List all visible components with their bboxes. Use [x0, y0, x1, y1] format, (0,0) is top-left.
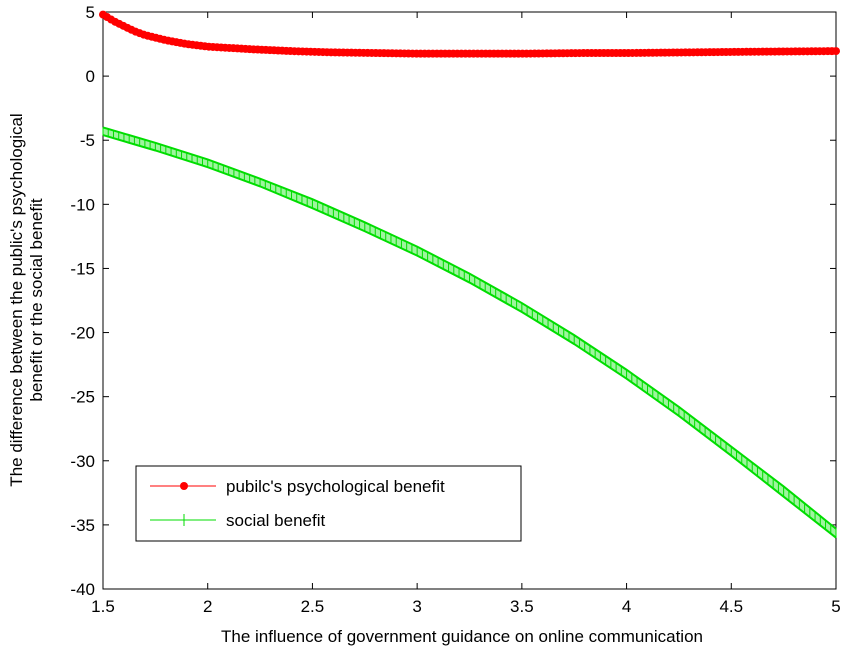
- x-tick-label: 5: [831, 597, 840, 616]
- y-axis-title: The difference between the public's psyc…: [7, 113, 46, 486]
- x-tick-labels: 1.5 2 2.5 3 3.5 4 4.5 5: [91, 597, 841, 616]
- y-tick-label: -25: [70, 388, 95, 407]
- y-tick-labels: 5 0 -5 -10 -15 -20 -25 -30 -35 -40: [70, 3, 95, 599]
- y-tick-label: -10: [70, 195, 95, 214]
- y-tick-label: -20: [70, 324, 95, 343]
- y-tick-label: -30: [70, 452, 95, 471]
- x-tick-label: 4: [622, 597, 631, 616]
- series-layer: [99, 10, 840, 539]
- y-tick-label: 0: [86, 67, 95, 86]
- x-tick-label: 2.5: [301, 597, 325, 616]
- x-tick-label: 2: [203, 597, 212, 616]
- y-tick-label: -35: [70, 516, 95, 535]
- y-axis-title-line-1: The difference between the public's psyc…: [7, 113, 26, 486]
- axis-ticks: [102, 11, 837, 590]
- y-tick-label: -40: [70, 580, 95, 599]
- x-tick-label: 3: [412, 597, 421, 616]
- legend-marker-public: [180, 482, 188, 490]
- y-tick-label: -15: [70, 259, 95, 278]
- y-tick-label: 5: [86, 3, 95, 22]
- x-axis-title: The influence of government guidance on …: [221, 627, 703, 646]
- x-tick-label: 3.5: [510, 597, 534, 616]
- legend-label-social: social benefit: [226, 511, 326, 530]
- y-tick-label: -5: [80, 131, 95, 150]
- legend-box: [135, 465, 522, 542]
- x-tick-label: 1.5: [91, 597, 115, 616]
- legend: pubilc's psychological benefit social be…: [135, 465, 522, 542]
- y-axis-title-line-2: benefit or the social benefit: [27, 198, 46, 401]
- x-tick-label: 4.5: [719, 597, 743, 616]
- legend-label-public: pubilc's psychological benefit: [226, 477, 445, 496]
- public-benefit-marker: [832, 47, 840, 56]
